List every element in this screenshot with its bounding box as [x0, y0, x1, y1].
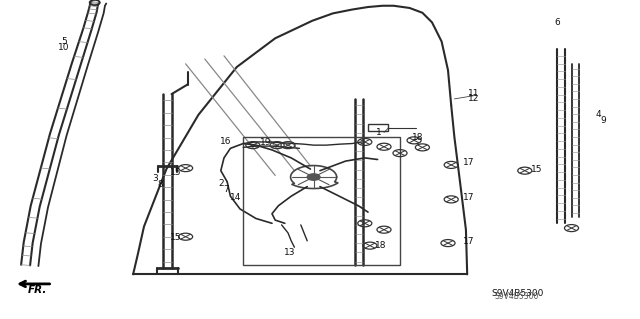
Circle shape — [307, 174, 320, 180]
Text: 12: 12 — [468, 94, 479, 103]
Text: 10: 10 — [58, 43, 70, 52]
Text: 18: 18 — [412, 133, 424, 142]
Text: 3: 3 — [152, 174, 157, 183]
Text: 4: 4 — [596, 110, 601, 119]
Text: 9: 9 — [601, 116, 606, 125]
Text: 17: 17 — [463, 158, 474, 167]
Text: 11: 11 — [468, 89, 479, 98]
Text: 13: 13 — [284, 248, 295, 257]
Text: 7: 7 — [223, 185, 228, 194]
Text: 8: 8 — [157, 180, 163, 189]
Text: 17: 17 — [463, 237, 474, 246]
Text: 16: 16 — [220, 137, 231, 146]
Bar — [368, 124, 388, 131]
Text: 17: 17 — [463, 193, 474, 202]
Text: 6: 6 — [554, 18, 559, 27]
Text: S9V4B5300: S9V4B5300 — [491, 289, 543, 298]
Text: 1: 1 — [376, 128, 381, 137]
Text: 5: 5 — [61, 37, 67, 46]
Text: 18: 18 — [375, 241, 387, 250]
Text: FR.: FR. — [28, 285, 47, 295]
Text: 15: 15 — [531, 165, 542, 174]
Text: 15: 15 — [170, 168, 182, 177]
Text: S9V4B5300: S9V4B5300 — [495, 292, 540, 300]
Text: 2: 2 — [218, 179, 223, 188]
Text: 15: 15 — [170, 233, 182, 242]
Text: 14: 14 — [230, 193, 241, 202]
Text: 19: 19 — [260, 138, 271, 147]
